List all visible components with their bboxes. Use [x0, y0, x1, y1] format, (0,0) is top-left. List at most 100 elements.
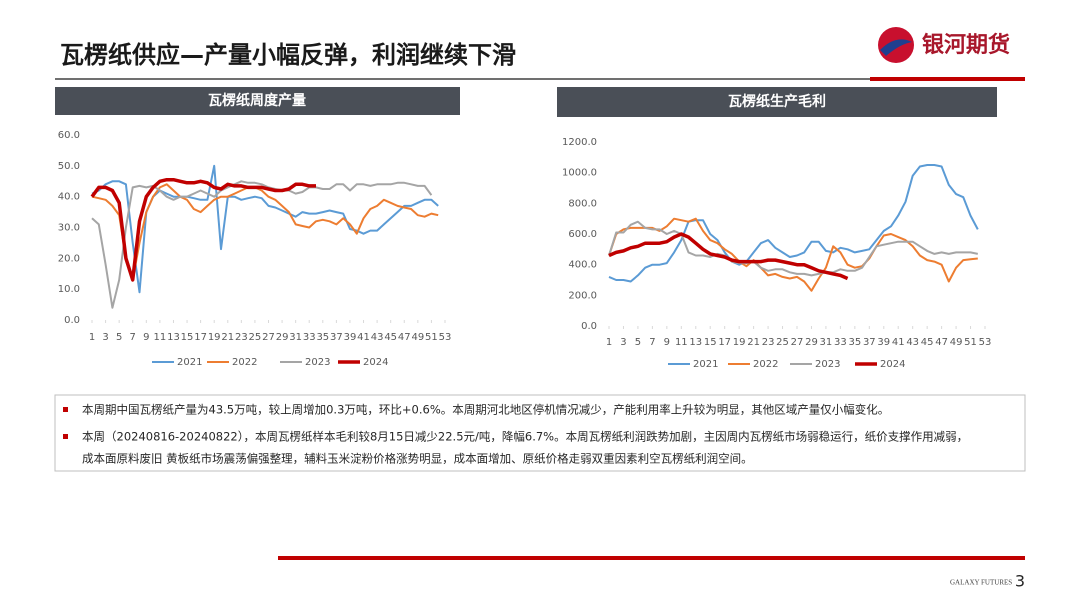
x-tick-label: 53: [439, 332, 452, 343]
series-line: [91, 183, 439, 281]
x-tick-label: 49: [411, 332, 424, 343]
x-tick-label: 25: [776, 337, 789, 348]
y-tick-label: 40.0: [58, 192, 80, 203]
x-tick-label: 19: [208, 332, 221, 343]
x-tick-label: 7: [130, 332, 136, 343]
legend-label: 2022: [232, 357, 257, 368]
legend-label: 2022: [753, 359, 778, 370]
x-tick-label: 3: [620, 337, 626, 348]
bullet: [63, 407, 68, 412]
x-tick-label: 17: [194, 332, 207, 343]
x-tick-label: 11: [675, 337, 688, 348]
legend-label: 2024: [363, 357, 388, 368]
logo-swoosh: [880, 39, 912, 56]
y-tick-label: 200.0: [568, 290, 597, 301]
x-tick-label: 27: [262, 332, 275, 343]
y-tick-label: 20.0: [58, 253, 80, 264]
x-tick-label: 5: [635, 337, 641, 348]
x-tick-label: 47: [398, 332, 411, 343]
series-line: [90, 177, 316, 282]
x-tick-label: 43: [906, 337, 919, 348]
series-line: [608, 164, 979, 283]
page-number: 3: [1015, 572, 1025, 591]
header-rule-accent: [870, 77, 1025, 81]
note-line: 本周（20240816-20240822），本周瓦楞纸样本毛利较8月15日减少2…: [82, 430, 968, 444]
y-tick-label: 60.0: [58, 130, 80, 141]
x-tick-label: 11: [154, 332, 167, 343]
x-tick-label: 51: [964, 337, 977, 348]
x-tick-label: 17: [718, 337, 731, 348]
x-tick-label: 31: [289, 332, 302, 343]
legend-label: 2021: [177, 357, 202, 368]
y-tick-label: 600.0: [568, 229, 597, 240]
x-tick-label: 33: [834, 337, 847, 348]
y-tick-label: 0.0: [581, 321, 597, 332]
legend-label: 2023: [815, 359, 840, 370]
y-tick-label: 1200.0: [562, 137, 597, 148]
series-line: [608, 217, 978, 292]
x-tick-label: 31: [820, 337, 833, 348]
x-tick-label: 45: [921, 337, 934, 348]
x-tick-label: 1: [89, 332, 95, 343]
x-tick-label: 47: [935, 337, 948, 348]
x-tick-label: 13: [689, 337, 702, 348]
x-tick-label: 49: [950, 337, 963, 348]
x-tick-label: 45: [384, 332, 397, 343]
series-line: [608, 220, 979, 277]
y-tick-label: 800.0: [568, 198, 597, 209]
footer-brand: GALAXY FUTURES: [950, 579, 1012, 587]
x-tick-label: 25: [249, 332, 262, 343]
x-tick-label: 15: [704, 337, 717, 348]
x-tick-label: 37: [863, 337, 876, 348]
x-tick-label: 35: [316, 332, 329, 343]
x-tick-label: 23: [235, 332, 248, 343]
x-tick-label: 19: [733, 337, 746, 348]
x-tick-label: 1: [606, 337, 612, 348]
series-line: [608, 232, 849, 281]
x-tick-label: 29: [805, 337, 818, 348]
notes-box: [54, 394, 1026, 472]
note-line: 本周期中国瓦楞纸产量为43.5万吨，较上周增加0.3万吨，环比+0.6%。本周期…: [82, 403, 889, 417]
chart-header: [55, 87, 460, 115]
series-line: [91, 180, 433, 309]
x-tick-label: 41: [357, 332, 370, 343]
logo-text: 银河期货: [922, 32, 1010, 58]
x-tick-label: 23: [762, 337, 775, 348]
chart-title: 瓦楞纸生产毛利: [728, 93, 826, 110]
x-tick-label: 29: [276, 332, 289, 343]
x-tick-label: 15: [181, 332, 194, 343]
x-tick-label: 9: [143, 332, 149, 343]
y-tick-label: 1000.0: [562, 168, 597, 179]
y-tick-label: 30.0: [58, 223, 80, 234]
bullet: [63, 434, 68, 439]
x-tick-label: 33: [303, 332, 316, 343]
x-tick-label: 7: [649, 337, 655, 348]
x-tick-label: 41: [892, 337, 905, 348]
legend-label: 2024: [880, 359, 905, 370]
x-tick-label: 21: [221, 332, 234, 343]
note-line: 成本面原料废旧 黄板纸市场震荡偏强整理，辅料玉米淀粉价格涨势明显，成本面增加、原…: [82, 452, 753, 466]
legend-label: 2023: [305, 357, 330, 368]
x-tick-label: 9: [664, 337, 670, 348]
y-tick-label: 50.0: [58, 161, 80, 172]
x-tick-label: 5: [116, 332, 122, 343]
y-tick-label: 400.0: [568, 260, 597, 271]
y-tick-label: 0.0: [64, 315, 80, 326]
x-tick-label: 35: [848, 337, 861, 348]
x-tick-label: 39: [344, 332, 357, 343]
x-tick-label: 51: [425, 332, 438, 343]
footer-rule: [278, 556, 1025, 560]
y-tick-label: 10.0: [58, 284, 80, 295]
x-tick-label: 21: [747, 337, 760, 348]
slide-title: 瓦楞纸供应—产量小幅反弹，利润继续下滑: [60, 41, 516, 69]
chart-title: 瓦楞纸周度产量: [208, 92, 306, 109]
x-tick-label: 39: [877, 337, 890, 348]
legend-label: 2021: [693, 359, 718, 370]
chart-header: [557, 87, 997, 117]
x-tick-label: 13: [167, 332, 180, 343]
x-tick-label: 53: [979, 337, 992, 348]
x-tick-label: 27: [791, 337, 804, 348]
x-tick-label: 3: [102, 332, 108, 343]
x-tick-label: 37: [330, 332, 343, 343]
